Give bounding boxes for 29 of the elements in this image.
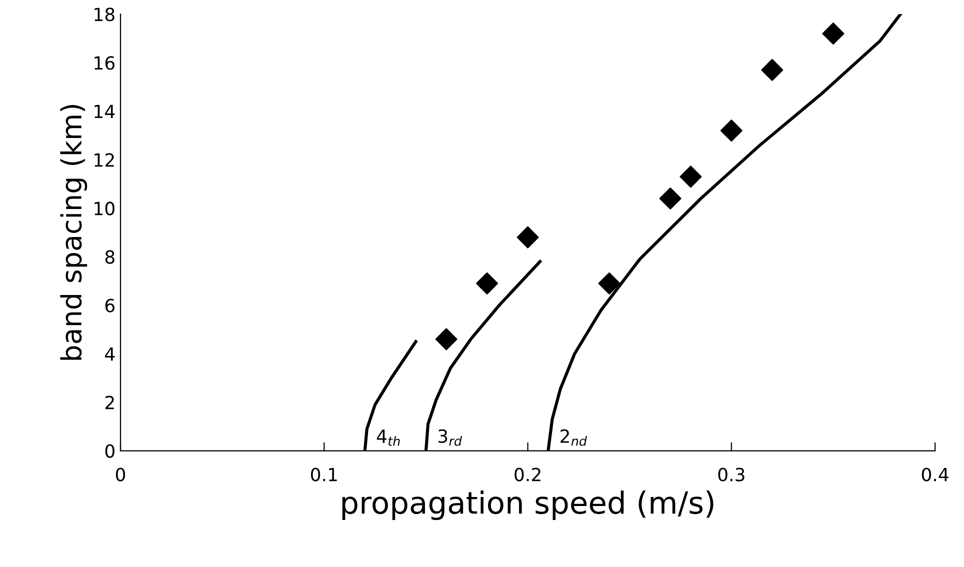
- y-tick-label: 16: [94, 56, 114, 70]
- x-tick-label: 0.2: [514, 468, 540, 482]
- point: [516, 226, 539, 248]
- x-tick-label: 0.1: [310, 468, 337, 482]
- point: [435, 328, 458, 350]
- point: [761, 58, 784, 81]
- x-tick-label: 0: [116, 468, 126, 482]
- x-tick-label: 0.4: [922, 468, 948, 482]
- y-tick-label: 10: [94, 202, 114, 216]
- y-tick-label: 4: [105, 347, 115, 361]
- x-tick-label: 0.3: [718, 468, 744, 482]
- point: [720, 120, 742, 142]
- point: [822, 22, 844, 45]
- point: [680, 166, 702, 188]
- point: [598, 272, 620, 294]
- y-axis-title: band spacing (km): [60, 104, 88, 360]
- y-tick-label: 2: [105, 396, 114, 410]
- y-tick-label: 18: [94, 8, 114, 22]
- annotation: 3$_{rd}$: [438, 429, 462, 446]
- x-axis-title: propagation speed (m/s): [342, 490, 714, 520]
- y-tick-label: 12: [94, 153, 114, 167]
- y-tick-label: 6: [105, 298, 114, 312]
- y-tick-label: 14: [94, 104, 115, 118]
- annotation: 2$_{nd}$: [560, 429, 588, 446]
- point: [476, 272, 498, 294]
- annotation: 4$_{th}$: [376, 430, 400, 446]
- point: [659, 188, 682, 210]
- y-tick-label: 0: [105, 444, 114, 458]
- y-tick-label: 8: [105, 250, 114, 264]
